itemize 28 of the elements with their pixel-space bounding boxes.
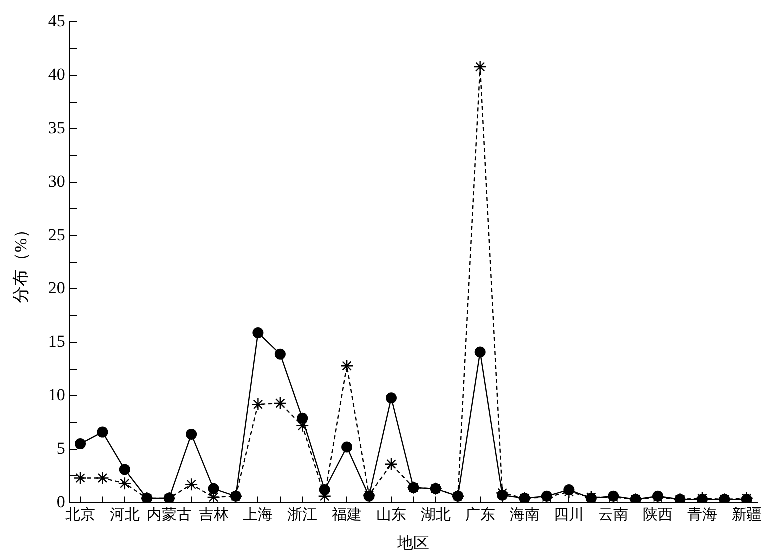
x-tick-label: 广东 — [465, 506, 496, 524]
x-tick-label: 新疆 — [732, 506, 762, 524]
x-tick-label: 山东 — [376, 506, 406, 524]
x-tick-label: 湖北 — [420, 506, 451, 524]
x-tick-label: 吉林 — [198, 506, 229, 524]
x-axis-title: 地区 — [396, 534, 430, 553]
y-tick-label: 10 — [48, 385, 66, 404]
y-tick-label: 45 — [48, 12, 66, 31]
y-tick-label: 5 — [56, 438, 66, 458]
y-tick-label: 35 — [48, 118, 66, 138]
y-tick-label: 20 — [48, 278, 66, 298]
y-tick-label: 30 — [48, 172, 66, 191]
x-tick-label: 福建 — [332, 506, 362, 524]
x-tick-label: 青海 — [687, 506, 718, 524]
x-tick-label: 云南 — [598, 506, 629, 524]
x-tick-label: 上海 — [243, 506, 274, 524]
x-tick-label: 海南 — [510, 506, 540, 524]
x-tick-label: 陕西 — [643, 506, 674, 524]
y-tick-label: 15 — [48, 332, 66, 352]
x-tick-label: 浙江 — [288, 506, 318, 524]
x-tick-label: 内蒙古 — [146, 506, 192, 524]
y-tick-label: 0 — [56, 492, 66, 512]
y-tick-label: 40 — [48, 65, 66, 84]
x-tick-label: 四川 — [554, 506, 584, 524]
x-tick-label: 河北 — [110, 506, 140, 524]
x-tick-label: 北京 — [66, 506, 96, 524]
y-tick-label: 25 — [48, 225, 66, 244]
y-axis-title: 分布（%） — [12, 221, 31, 304]
